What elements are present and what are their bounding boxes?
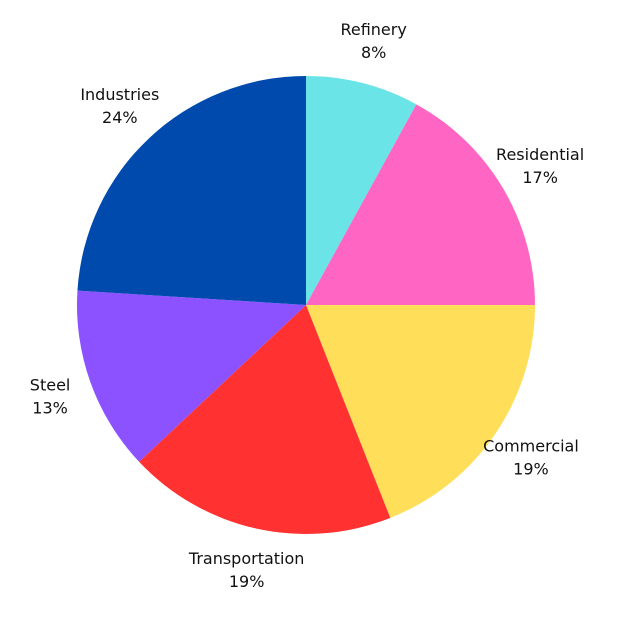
pie-slice [77, 76, 307, 305]
slice-value-label: 19% [229, 572, 265, 591]
pie-slice [139, 305, 391, 534]
slice-value-label: 13% [32, 399, 68, 418]
slice-label: Steel [30, 376, 71, 395]
pie-slice [306, 104, 535, 305]
slice-label: Commercial [483, 436, 579, 455]
slice-label: Residential [496, 145, 584, 164]
pie-slice [77, 290, 307, 462]
pie-slice [306, 305, 535, 518]
slice-value-label: 8% [361, 43, 386, 62]
slice-label: Transportation [188, 549, 305, 568]
slice-value-label: 17% [522, 168, 558, 187]
slice-label: Industries [80, 85, 159, 104]
pie-slice [306, 76, 417, 305]
slice-value-label: 24% [102, 108, 138, 127]
slice-label: Refinery [340, 20, 406, 39]
slice-value-label: 19% [513, 459, 549, 478]
